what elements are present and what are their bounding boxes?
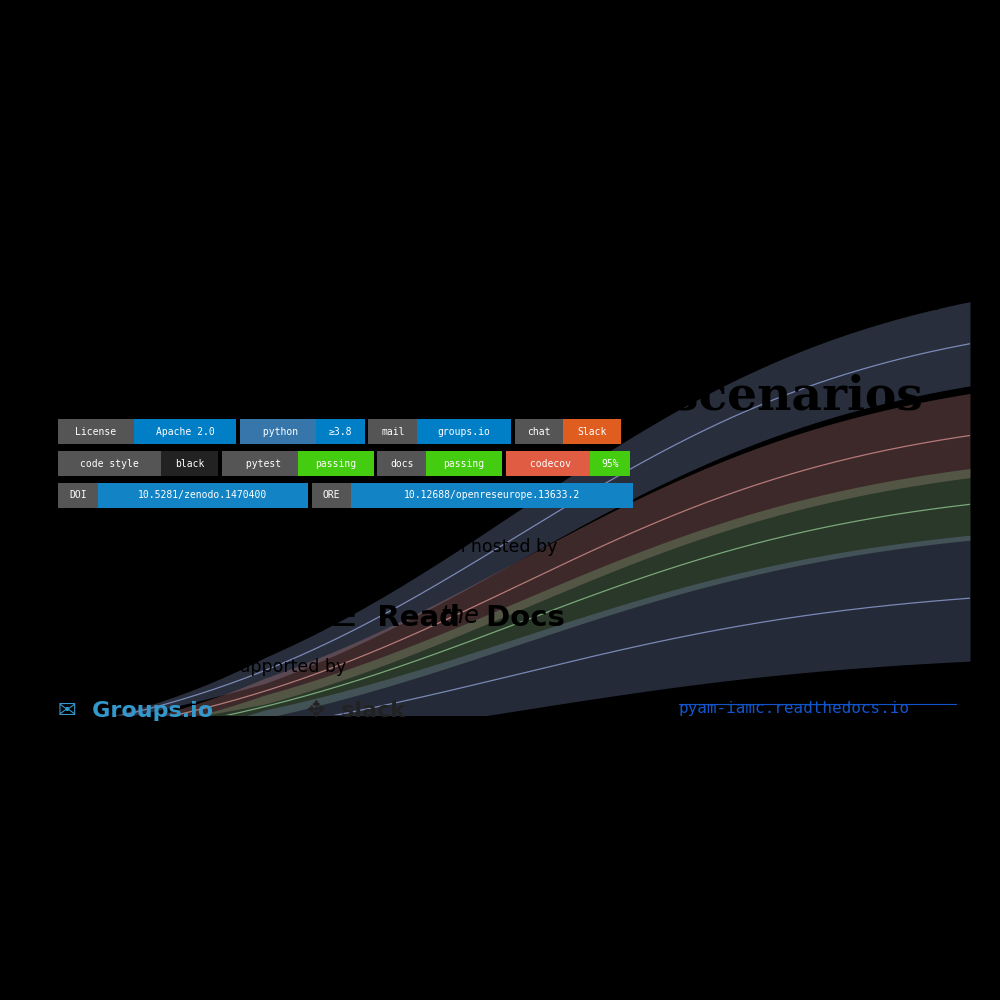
Text: Repository hosted on: Repository hosted on bbox=[58, 538, 244, 556]
Text: ORE: ORE bbox=[323, 490, 340, 500]
Text: the: the bbox=[441, 604, 480, 628]
Text: black: black bbox=[175, 459, 204, 469]
Text: DOI: DOI bbox=[69, 490, 87, 500]
FancyBboxPatch shape bbox=[58, 483, 98, 508]
FancyBboxPatch shape bbox=[417, 419, 511, 444]
Text: Community supported by: Community supported by bbox=[124, 658, 346, 676]
Text: ●  GitHub: ● GitHub bbox=[58, 604, 218, 632]
FancyBboxPatch shape bbox=[426, 451, 502, 476]
Text: python: python bbox=[257, 427, 298, 437]
Text: Docs: Docs bbox=[476, 604, 564, 632]
Text: chat: chat bbox=[527, 427, 551, 437]
FancyBboxPatch shape bbox=[312, 483, 351, 508]
FancyBboxPatch shape bbox=[590, 451, 630, 476]
Text: Apache 2.0: Apache 2.0 bbox=[156, 427, 214, 437]
Text: groups.io: groups.io bbox=[438, 427, 490, 437]
Text: docs: docs bbox=[390, 459, 414, 469]
Text: integrated assessment scenarios: integrated assessment scenarios bbox=[58, 374, 923, 420]
Text: ≥3.8: ≥3.8 bbox=[328, 427, 352, 437]
FancyBboxPatch shape bbox=[351, 483, 633, 508]
FancyBboxPatch shape bbox=[377, 451, 426, 476]
Text: passing: passing bbox=[443, 459, 485, 469]
Text: Slack: Slack bbox=[578, 427, 607, 437]
FancyBboxPatch shape bbox=[58, 419, 134, 444]
FancyBboxPatch shape bbox=[515, 419, 563, 444]
FancyBboxPatch shape bbox=[506, 451, 590, 476]
Text: 10.12688/openreseurope.13633.2: 10.12688/openreseurope.13633.2 bbox=[404, 490, 580, 500]
Text: ✥  slack: ✥ slack bbox=[307, 701, 405, 721]
FancyBboxPatch shape bbox=[161, 451, 218, 476]
FancyBboxPatch shape bbox=[316, 419, 365, 444]
Text: code style: code style bbox=[80, 459, 139, 469]
FancyBboxPatch shape bbox=[368, 419, 417, 444]
FancyBboxPatch shape bbox=[563, 419, 621, 444]
Text: pytest: pytest bbox=[240, 459, 281, 469]
Text: passing: passing bbox=[315, 459, 356, 469]
Text: ☰  Read: ☰ Read bbox=[331, 604, 470, 632]
Text: License: License bbox=[75, 427, 117, 437]
Text: pyam: pyam bbox=[58, 274, 199, 320]
FancyBboxPatch shape bbox=[134, 419, 236, 444]
Text: 95%: 95% bbox=[601, 459, 619, 469]
Text: codecov: codecov bbox=[524, 459, 571, 469]
FancyBboxPatch shape bbox=[222, 451, 298, 476]
Text: pyam-iamc.readthedocs.io: pyam-iamc.readthedocs.io bbox=[679, 701, 910, 716]
Text: mail: mail bbox=[381, 427, 405, 437]
Text: : analysis and visualization of: : analysis and visualization of bbox=[159, 274, 940, 320]
Text: 10.5281/zenodo.1470400: 10.5281/zenodo.1470400 bbox=[138, 490, 268, 500]
FancyBboxPatch shape bbox=[240, 419, 316, 444]
FancyBboxPatch shape bbox=[58, 451, 161, 476]
FancyBboxPatch shape bbox=[298, 451, 374, 476]
Text: Documentation hosted by: Documentation hosted by bbox=[331, 538, 557, 556]
FancyBboxPatch shape bbox=[98, 483, 308, 508]
Text: ✉  Groups.io: ✉ Groups.io bbox=[58, 701, 213, 721]
